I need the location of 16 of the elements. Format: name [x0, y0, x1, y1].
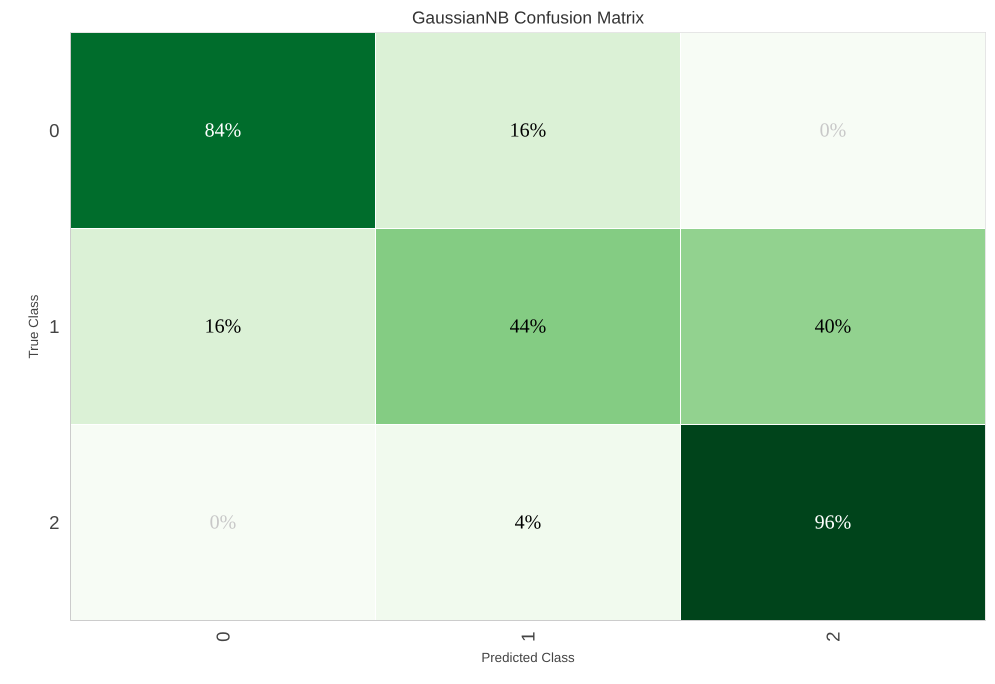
- data-label: 96%: [814, 512, 852, 534]
- data-label: 16%: [510, 120, 546, 142]
- x-tick-label: 2: [822, 631, 844, 642]
- data-label: 84%: [204, 120, 242, 142]
- chart-title: GaussianNB Confusion Matrix: [412, 8, 644, 28]
- y-axis-title: True Class: [26, 294, 42, 358]
- x-tick-label: 1: [518, 631, 538, 642]
- x-tick-label: 0: [212, 631, 234, 642]
- y-tick-label: 1: [49, 316, 60, 337]
- y-tick-label: 2: [49, 512, 60, 533]
- x-axis-title: Predicted Class: [481, 650, 576, 665]
- data-label: 4%: [514, 512, 542, 534]
- y-tick-label: 0: [49, 120, 60, 141]
- data-label: 16%: [204, 316, 242, 338]
- data-label: 44%: [510, 316, 546, 338]
- data-label: 40%: [814, 316, 852, 338]
